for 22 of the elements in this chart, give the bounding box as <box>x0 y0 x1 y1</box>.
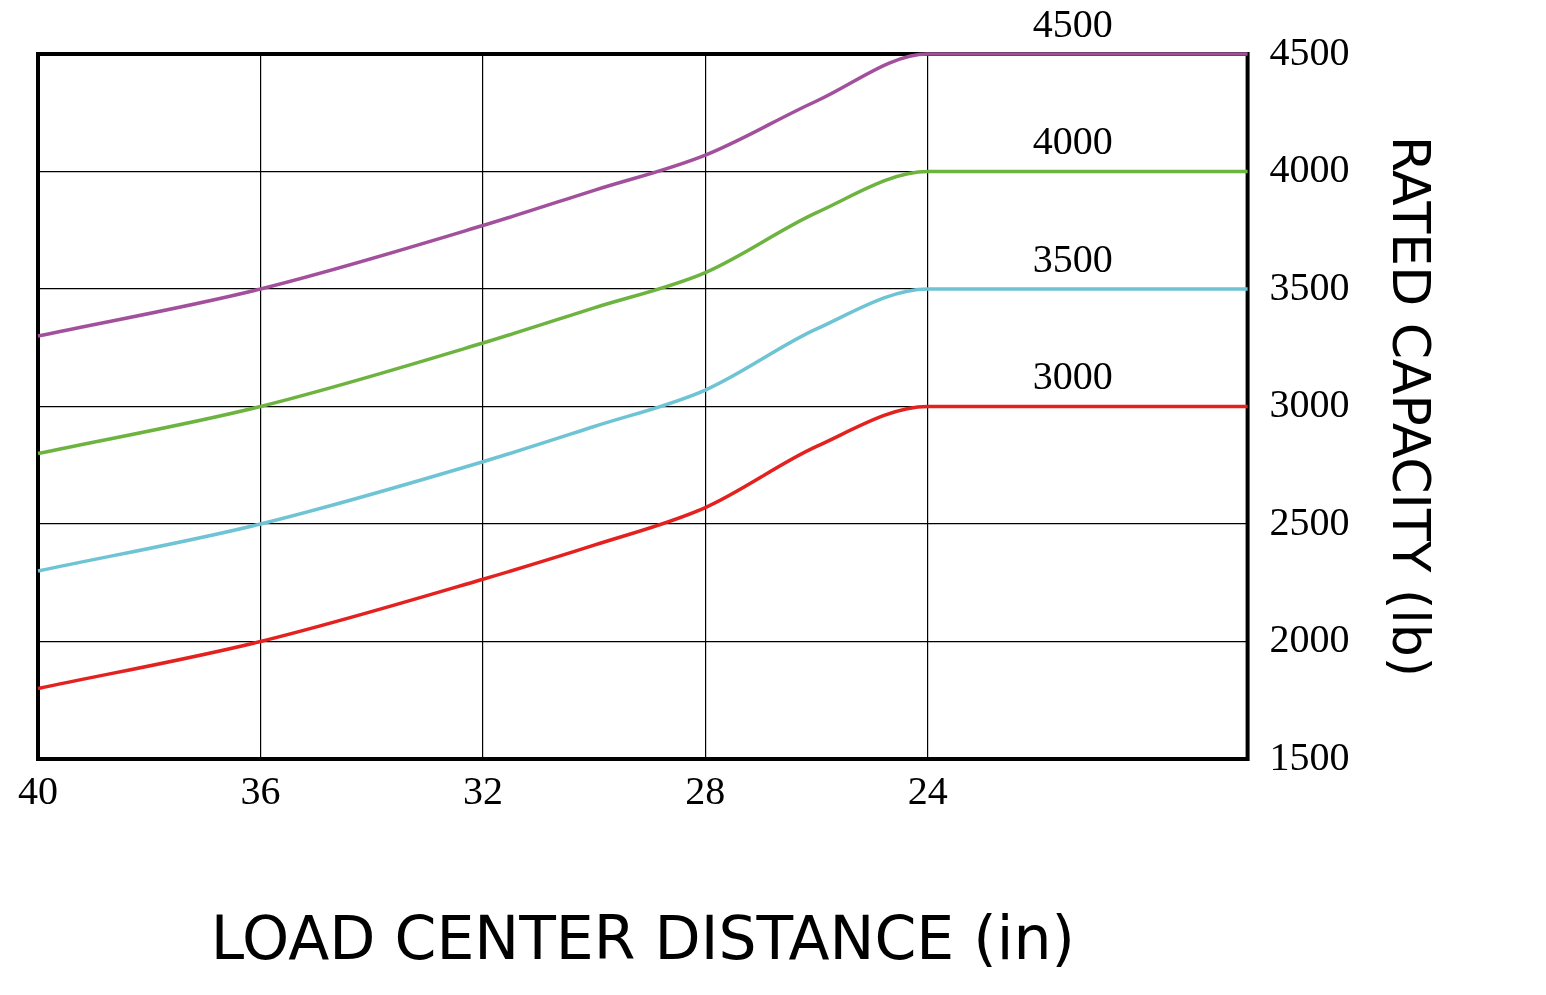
line-series <box>36 52 1250 338</box>
line-series <box>36 287 1250 573</box>
y-axis-title: RATED CAPACITY (lb) <box>1381 135 1442 678</box>
x-tick-label: 40 <box>18 767 58 813</box>
series-label: 4000 <box>1032 118 1113 163</box>
x-tick-label: 24 <box>907 767 948 813</box>
y-tick-label: 3000 <box>1269 381 1350 426</box>
x-tick-label: 28 <box>685 767 726 813</box>
series-label: 3500 <box>1032 235 1113 281</box>
y-tick-label: 2000 <box>1269 616 1350 661</box>
y-tick-label: 4000 <box>1269 146 1350 191</box>
y-tick-label: 1500 <box>1269 733 1350 779</box>
series-label: 4500 <box>1032 0 1113 46</box>
x-axis-title: LOAD CENTER DISTANCE (in) <box>210 902 1075 973</box>
line-series <box>36 169 1250 456</box>
y-tick-label: 2500 <box>1269 498 1350 544</box>
x-tick-label: 36 <box>240 767 281 813</box>
y-tick-label: 4500 <box>1269 28 1350 74</box>
x-tick-label: 32 <box>462 767 503 813</box>
y-tick-label: 3500 <box>1269 263 1350 309</box>
line-series <box>36 404 1250 691</box>
series-label: 3000 <box>1032 353 1113 398</box>
